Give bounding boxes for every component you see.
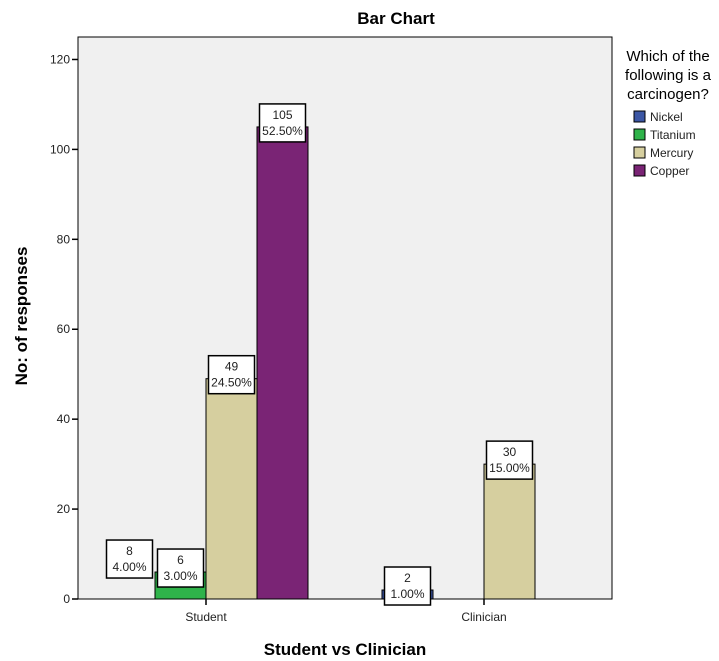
x-axis-title: Student vs Clinician: [264, 640, 426, 659]
data-label-count: 6: [177, 553, 184, 567]
y-tick-label: 20: [57, 502, 71, 516]
legend-label-nickel: Nickel: [650, 110, 683, 124]
y-axis: 0 20 40 60 80 100 120: [50, 52, 78, 606]
data-label-count: 8: [126, 544, 133, 558]
legend: Which of the following is a carcinogen? Nic…: [625, 48, 712, 178]
data-label-box: [485, 440, 534, 480]
data-label-titanium-student: 6 3.00%: [156, 548, 205, 588]
data-label-count: 105: [272, 108, 292, 122]
data-label-count: 2: [404, 571, 411, 585]
y-tick-label: 40: [57, 412, 71, 426]
bar-mercury-student: [205, 378, 258, 600]
data-label-percent: 24.50%: [211, 376, 252, 390]
x-tick-label: Student: [185, 610, 227, 624]
legend-swatch-copper: [633, 164, 646, 177]
bars: [154, 126, 536, 600]
data-label-box: [258, 103, 307, 143]
legend-swatch-mercury: [633, 146, 646, 159]
legend-title: Which of the: [626, 48, 709, 65]
legend-label-copper: Copper: [650, 164, 689, 178]
y-axis-title: No: of responses: [12, 247, 31, 386]
data-label-mercury-clinician: 30 15.00%: [485, 440, 534, 480]
data-label-box: [156, 548, 205, 588]
data-label-nickel-clinician: 2 1.00%: [383, 566, 432, 606]
data-labels: 8 4.00% 6 3.00% 49 24.50% 105 52.50% 2 1.00% 30 15.…: [105, 103, 534, 606]
data-label-box: [383, 566, 432, 606]
data-label-box: [105, 539, 154, 579]
bar-mercury-clinician: [483, 463, 536, 600]
data-label-percent: 4.00%: [112, 560, 146, 574]
legend-title: following is a: [625, 67, 712, 84]
data-label-mercury-student: 49 24.50%: [207, 354, 256, 395]
data-label-count: 30: [503, 445, 517, 459]
data-label-percent: 3.00%: [163, 569, 197, 583]
y-tick-label: 60: [57, 322, 71, 336]
chart-title: Bar Chart: [357, 9, 435, 28]
y-tick-label: 120: [50, 52, 70, 66]
y-tick-label: 0: [63, 592, 70, 606]
data-label-box: [207, 354, 256, 395]
data-label-percent: 15.00%: [489, 461, 530, 475]
data-label-count: 49: [225, 360, 239, 374]
legend-swatch-titanium: [633, 128, 646, 141]
legend-title: carcinogen?: [627, 86, 709, 103]
x-tick-label: Clinician: [461, 610, 506, 624]
legend-swatch-nickel: [633, 110, 646, 123]
legend-label-mercury: Mercury: [650, 146, 693, 160]
data-label-nickel-student: 8 4.00%: [105, 539, 154, 579]
x-axis: Student Clinician: [185, 599, 507, 624]
y-tick-label: 80: [57, 232, 71, 246]
y-tick-label: 100: [50, 142, 70, 156]
bar-copper-student: [256, 126, 309, 600]
data-label-percent: 52.50%: [262, 124, 303, 138]
data-label-percent: 1.00%: [390, 587, 424, 601]
legend-label-titanium: Titanium: [650, 128, 696, 142]
data-label-copper-student: 105 52.50%: [258, 103, 307, 143]
